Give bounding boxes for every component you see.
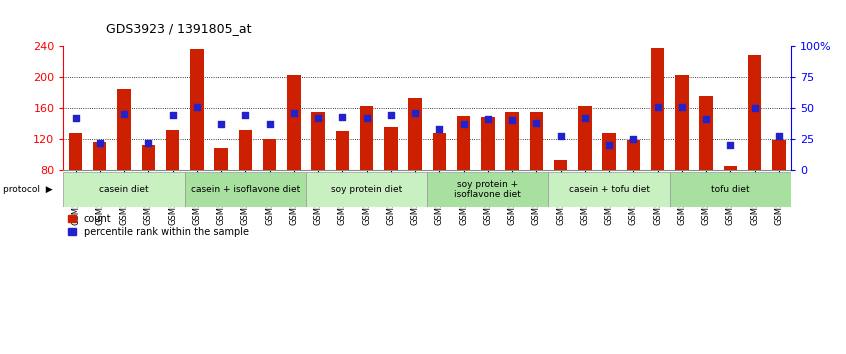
- Bar: [141, 145, 155, 170]
- Point: [457, 121, 470, 127]
- Point: [239, 113, 252, 118]
- Point: [651, 104, 664, 110]
- Point: [675, 104, 689, 110]
- Bar: [166, 130, 179, 170]
- Bar: [457, 116, 470, 170]
- Point: [409, 110, 422, 116]
- Bar: [505, 112, 519, 170]
- Bar: [214, 148, 228, 170]
- Bar: [627, 141, 640, 170]
- Text: casein + tofu diet: casein + tofu diet: [569, 185, 650, 194]
- Bar: [263, 139, 277, 170]
- Bar: [69, 133, 82, 170]
- Bar: [384, 127, 398, 170]
- Point: [287, 110, 300, 116]
- Point: [748, 105, 761, 111]
- Bar: [602, 133, 616, 170]
- Text: tofu diet: tofu diet: [711, 185, 750, 194]
- Point: [530, 120, 543, 126]
- Point: [700, 116, 713, 122]
- Bar: [306, 172, 427, 207]
- Bar: [723, 166, 737, 170]
- Bar: [427, 172, 548, 207]
- Point: [336, 114, 349, 119]
- Bar: [578, 107, 591, 170]
- Text: GDS3923 / 1391805_at: GDS3923 / 1391805_at: [106, 22, 251, 35]
- Point: [166, 113, 179, 118]
- Point: [69, 115, 82, 121]
- Text: soy protein diet: soy protein diet: [331, 185, 402, 194]
- Bar: [184, 172, 306, 207]
- Bar: [432, 133, 446, 170]
- Point: [505, 118, 519, 123]
- Text: protocol  ▶: protocol ▶: [3, 185, 52, 194]
- Point: [578, 115, 591, 121]
- Point: [190, 104, 204, 110]
- Point: [481, 116, 495, 122]
- Point: [93, 140, 107, 145]
- Bar: [190, 49, 204, 170]
- Point: [118, 111, 131, 117]
- Bar: [336, 131, 349, 170]
- Bar: [360, 105, 373, 170]
- Point: [214, 121, 228, 127]
- Text: soy protein +
isoflavone diet: soy protein + isoflavone diet: [454, 180, 521, 199]
- Bar: [287, 75, 300, 170]
- Bar: [118, 88, 131, 170]
- Point: [360, 115, 373, 121]
- Point: [723, 142, 737, 148]
- Bar: [651, 47, 664, 170]
- Bar: [675, 75, 689, 170]
- Point: [627, 136, 640, 142]
- Point: [432, 126, 446, 132]
- Bar: [548, 172, 670, 207]
- Bar: [554, 160, 568, 170]
- Bar: [63, 172, 184, 207]
- Point: [311, 115, 325, 121]
- Bar: [481, 117, 495, 170]
- Point: [141, 140, 155, 145]
- Bar: [670, 172, 791, 207]
- Bar: [409, 98, 422, 170]
- Point: [602, 142, 616, 148]
- Bar: [311, 112, 325, 170]
- Bar: [239, 130, 252, 170]
- Point: [554, 133, 568, 139]
- Legend: count, percentile rank within the sample: count, percentile rank within the sample: [69, 214, 249, 236]
- Point: [772, 133, 786, 139]
- Bar: [530, 112, 543, 170]
- Bar: [748, 55, 761, 170]
- Bar: [772, 141, 786, 170]
- Text: casein + isoflavone diet: casein + isoflavone diet: [190, 185, 300, 194]
- Point: [263, 121, 277, 127]
- Point: [384, 113, 398, 118]
- Bar: [93, 142, 107, 170]
- Bar: [700, 96, 713, 170]
- Text: casein diet: casein diet: [99, 185, 149, 194]
